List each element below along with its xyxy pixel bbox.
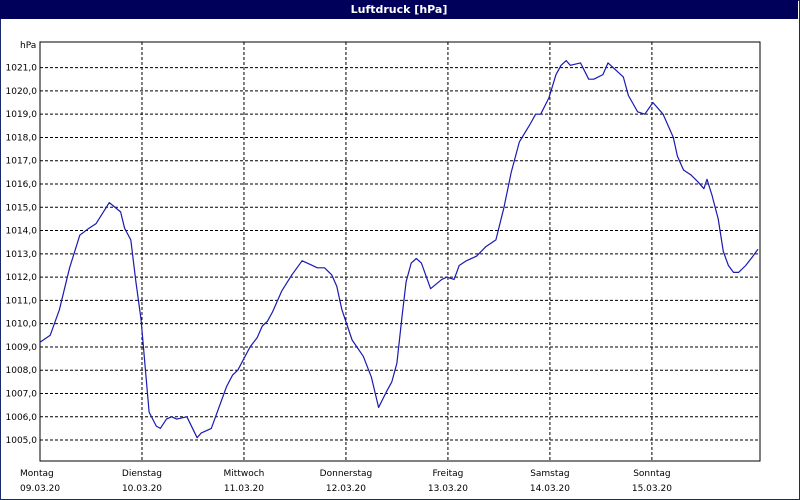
y-tick-label: 1013,0 <box>6 250 38 260</box>
x-tick-date: 10.03.20 <box>122 484 162 494</box>
chart-title: Luftdruck [hPa] <box>0 0 798 19</box>
x-tick-day: Montag <box>20 469 54 479</box>
x-tick-date: 14.03.20 <box>530 484 570 494</box>
plot-area-border <box>39 41 761 462</box>
y-tick-label: 1006,0 <box>6 413 38 423</box>
x-tick-date: 15.03.20 <box>632 484 672 494</box>
y-tick-label: 1008,0 <box>6 366 38 376</box>
y-tick-label: 1018,0 <box>6 133 38 143</box>
y-tick-label: 1014,0 <box>6 227 38 237</box>
y-tick-label: 1007,0 <box>6 389 38 399</box>
x-tick-day: Sonntag <box>633 469 670 479</box>
pressure-series-line <box>39 59 759 439</box>
y-tick-label: 1012,0 <box>6 273 38 283</box>
x-tick-date: 11.03.20 <box>224 484 264 494</box>
y-tick-label: 1017,0 <box>6 157 38 167</box>
x-tick-day: Freitag <box>433 469 464 479</box>
y-tick-label: 1019,0 <box>6 110 38 120</box>
x-tick-day: Samstag <box>530 469 569 479</box>
y-tick-label: 1009,0 <box>6 343 38 353</box>
x-tick-date: 12.03.20 <box>326 484 366 494</box>
x-tick-labels: Montag 09.03.20 Dienstag 10.03.20 Mittwoch 11… <box>20 469 672 494</box>
grid <box>40 42 760 461</box>
y-tick-label: 1015,0 <box>6 203 38 213</box>
y-tick-labels: 1005,0 1006,0 1007,0 1008,0 1009,0 1010,0 1011… <box>6 64 38 446</box>
x-tick-day: Dienstag <box>122 469 162 479</box>
y-tick-label: 1005,0 <box>6 436 38 446</box>
x-tick-day: Mittwoch <box>224 469 265 479</box>
y-axis-label: hPa <box>20 41 36 51</box>
x-tick-date: 09.03.20 <box>20 484 60 494</box>
y-tick-label: 1020,0 <box>6 87 38 97</box>
series-lines <box>39 59 759 439</box>
x-tick-date: 13.03.20 <box>428 484 468 494</box>
y-tick-label: 1016,0 <box>6 180 38 190</box>
y-tick-label: 1011,0 <box>6 296 38 306</box>
y-tick-label: 1021,0 <box>6 64 38 74</box>
x-tick-day: Donnerstag <box>320 469 373 479</box>
y-tick-label: 1010,0 <box>6 320 38 330</box>
